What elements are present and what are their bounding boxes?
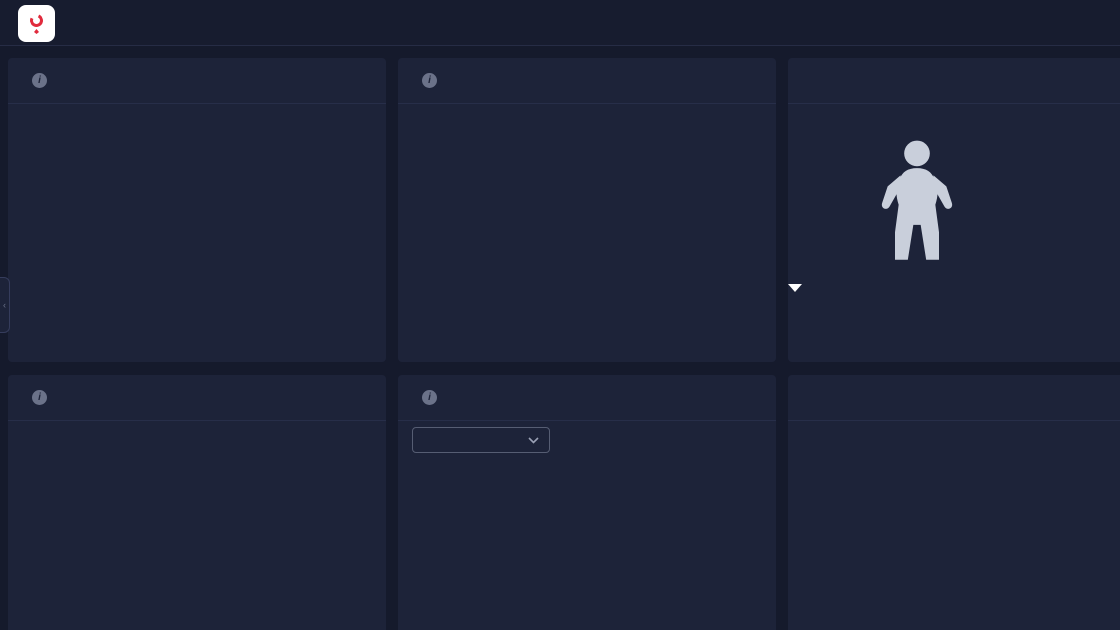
running-fitness-gauge [85, 116, 309, 266]
recovery-percent [985, 191, 991, 241]
weekly-activity-card: i [398, 375, 776, 630]
top-navigation-bar [0, 0, 1120, 46]
performance-badge [337, 434, 371, 463]
info-icon[interactable]: i [32, 73, 47, 88]
training-status-card: i [398, 58, 776, 362]
recovery-header [788, 58, 1120, 104]
coros-logo [18, 5, 55, 42]
sidebar-collapse-handle[interactable]: ‹ [0, 277, 10, 333]
athlete-figure-icon [881, 140, 953, 260]
recovery-marker-icon [788, 284, 802, 292]
metric-select-dropdown[interactable] [412, 427, 550, 453]
recovery-scale-bar [800, 297, 1120, 306]
info-icon[interactable]: i [422, 390, 437, 405]
coros-logo-ring-icon [28, 12, 45, 29]
chevron-down-icon [528, 436, 539, 444]
recent-activities-header [788, 375, 1120, 421]
info-icon[interactable]: i [32, 390, 47, 405]
weekly-stats [598, 425, 764, 435]
recovery-card [788, 58, 1120, 362]
performance-card: i [8, 375, 386, 630]
training-status-reading [445, 208, 727, 211]
info-icon[interactable]: i [422, 73, 437, 88]
coros-logo-leaf-icon [34, 29, 39, 34]
weekly-activity-header: i [398, 375, 776, 421]
load-impact-stat [573, 288, 723, 291]
recent-activities-card [788, 375, 1120, 630]
performance-header: i [8, 375, 386, 421]
training-status-header: i [398, 58, 776, 104]
running-fitness-header: i [8, 58, 386, 104]
running-fitness-card: i [8, 58, 386, 362]
